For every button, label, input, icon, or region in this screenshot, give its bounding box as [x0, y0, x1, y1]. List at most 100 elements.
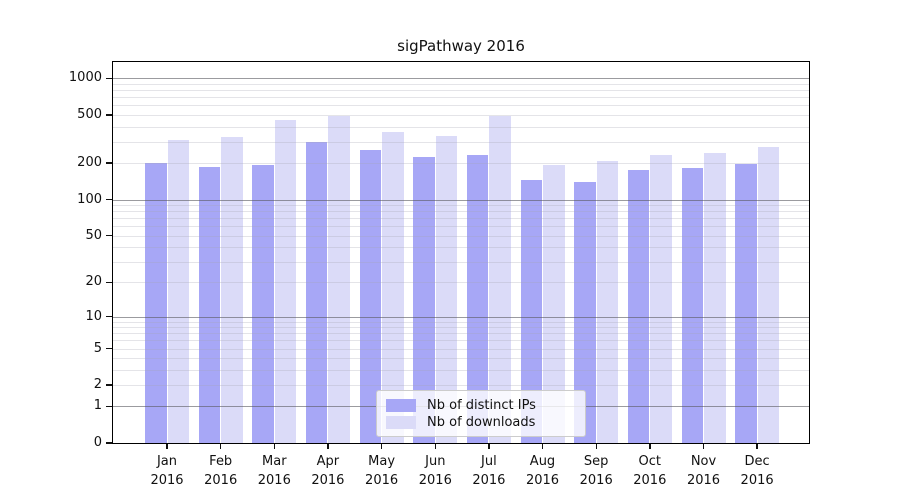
x-tick-mark-may	[380, 444, 383, 449]
bar-downloads-apr	[328, 116, 350, 443]
x-tick-month: Aug	[529, 454, 556, 469]
gridline-800	[113, 90, 809, 92]
y-tick-mark-10	[106, 315, 112, 318]
bar-distinct-ips-aug	[520, 179, 543, 443]
bar-distinct-ips-mar	[252, 164, 274, 443]
gridline-100	[113, 199, 809, 201]
x-tick-label-jul: Jul 2016	[458, 452, 520, 490]
chart-title: sigPathway 2016	[397, 37, 525, 55]
x-tick-mark-jan	[166, 444, 168, 449]
bar-distinct-ips-jul	[466, 154, 489, 443]
x-tick-year: 2016	[740, 473, 774, 488]
x-tick-label-dec: Dec 2016	[726, 452, 788, 490]
x-tick-year: 2016	[418, 473, 452, 488]
gridline-6	[113, 340, 809, 342]
gridline-90	[113, 205, 809, 206]
legend: Nb of distinct IPs Nb of downloads	[376, 390, 586, 437]
gridline-4	[113, 358, 809, 360]
y-tick-label-2: 2	[93, 377, 102, 392]
x-tick-mark-feb	[219, 444, 222, 449]
y-tick-mark-0	[106, 442, 112, 444]
x-tick-label-aug: Aug 2016	[512, 452, 574, 490]
x-tick-month: Apr	[316, 454, 340, 469]
x-tick-mark-dec	[756, 444, 758, 449]
x-tick-year: 2016	[204, 473, 238, 488]
y-tick-mark-5	[106, 347, 112, 350]
x-tick-month: Jun	[425, 454, 446, 469]
y-tick-mark-1000	[106, 77, 112, 80]
gridline-40	[113, 247, 809, 248]
gridline-50	[113, 235, 809, 237]
gridline-9	[113, 321, 809, 323]
x-tick-month: Jul	[481, 454, 497, 469]
legend-entry-downloads: Nb of downloads	[386, 414, 576, 431]
gridline-5	[113, 348, 809, 350]
gridline-70	[113, 218, 809, 220]
y-tick-label-0: 0	[93, 435, 102, 450]
x-tick-year: 2016	[311, 473, 345, 488]
x-tick-label-feb: Feb 2016	[190, 452, 252, 490]
bar-downloads-feb	[221, 136, 243, 443]
bar-downloads-aug	[543, 164, 565, 443]
x-tick-year: 2016	[150, 473, 184, 488]
y-tick-label-1000: 1000	[68, 70, 102, 86]
x-tick-month: May	[368, 454, 396, 469]
bar-downloads-jul	[489, 115, 511, 443]
gridline-30	[113, 261, 809, 263]
x-tick-mark-oct	[649, 444, 651, 449]
bar-distinct-ips-jan	[145, 163, 167, 443]
bar-downloads-mar	[274, 119, 297, 443]
legend-swatch-distinct-ips	[386, 399, 416, 412]
x-tick-mark-apr	[327, 444, 329, 449]
x-tick-month: Oct	[638, 454, 662, 469]
gridline-80	[113, 211, 809, 213]
bar-distinct-ips-feb	[198, 167, 221, 443]
bar-distinct-ips-nov	[681, 168, 703, 443]
x-tick-month: Feb	[209, 454, 233, 469]
legend-label-distinct-ips: Nb of distinct IPs	[427, 398, 536, 413]
gridline-900	[113, 84, 809, 85]
gridline-500	[113, 115, 809, 116]
x-tick-year: 2016	[579, 473, 613, 488]
x-tick-label-oct: Oct 2016	[619, 452, 681, 490]
gridline-7	[113, 333, 809, 335]
y-tick-mark-100	[106, 198, 112, 201]
y-tick-label-20: 20	[85, 274, 102, 290]
x-tick-month: Sep	[583, 454, 609, 469]
gridline-200	[113, 163, 809, 165]
y-tick-label-500: 500	[77, 107, 102, 122]
x-tick-mark-mar	[273, 444, 276, 449]
gridline-300	[113, 141, 809, 143]
x-tick-year: 2016	[257, 473, 291, 488]
x-tick-month: Mar	[262, 454, 287, 469]
bar-downloads-may	[382, 131, 404, 443]
x-tick-year: 2016	[633, 473, 667, 488]
plot-area: Nb of distinct IPs Nb of downloads	[112, 61, 810, 444]
y-tick-mark-50	[106, 234, 112, 237]
bar-downloads-nov	[704, 152, 726, 443]
y-tick-label-5: 5	[93, 340, 102, 356]
x-tick-month: Dec	[744, 454, 770, 469]
x-tick-year: 2016	[472, 473, 506, 488]
legend-label-downloads: Nb of downloads	[427, 415, 536, 430]
bar-downloads-sep	[596, 161, 619, 443]
x-tick-label-apr: Apr 2016	[297, 452, 359, 490]
x-tick-year: 2016	[365, 473, 399, 488]
x-tick-mark-aug	[541, 444, 544, 449]
y-tick-label-200: 200	[77, 155, 102, 171]
y-tick-label-100: 100	[77, 191, 102, 207]
x-tick-mark-nov	[702, 444, 705, 449]
x-tick-month: Jan	[156, 454, 178, 469]
y-tick-mark-1	[106, 405, 112, 408]
grid-layer	[113, 62, 809, 443]
bar-downloads-jan	[167, 140, 189, 443]
bar-distinct-ips-apr	[305, 141, 328, 443]
y-tick-label-1: 1	[93, 398, 102, 414]
gridline-2	[113, 385, 809, 386]
bar-distinct-ips-oct	[627, 169, 650, 443]
gridline-1000	[113, 78, 809, 80]
y-tick-label-10: 10	[85, 308, 102, 324]
gridline-700	[113, 97, 809, 99]
y-tick-mark-500	[106, 114, 112, 116]
